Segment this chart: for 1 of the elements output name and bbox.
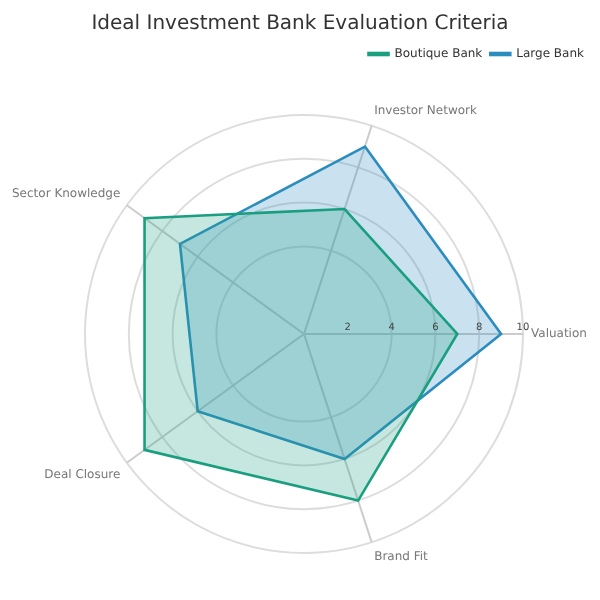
chart-title: Ideal Investment Bank Evaluation Criteria: [91, 13, 509, 36]
